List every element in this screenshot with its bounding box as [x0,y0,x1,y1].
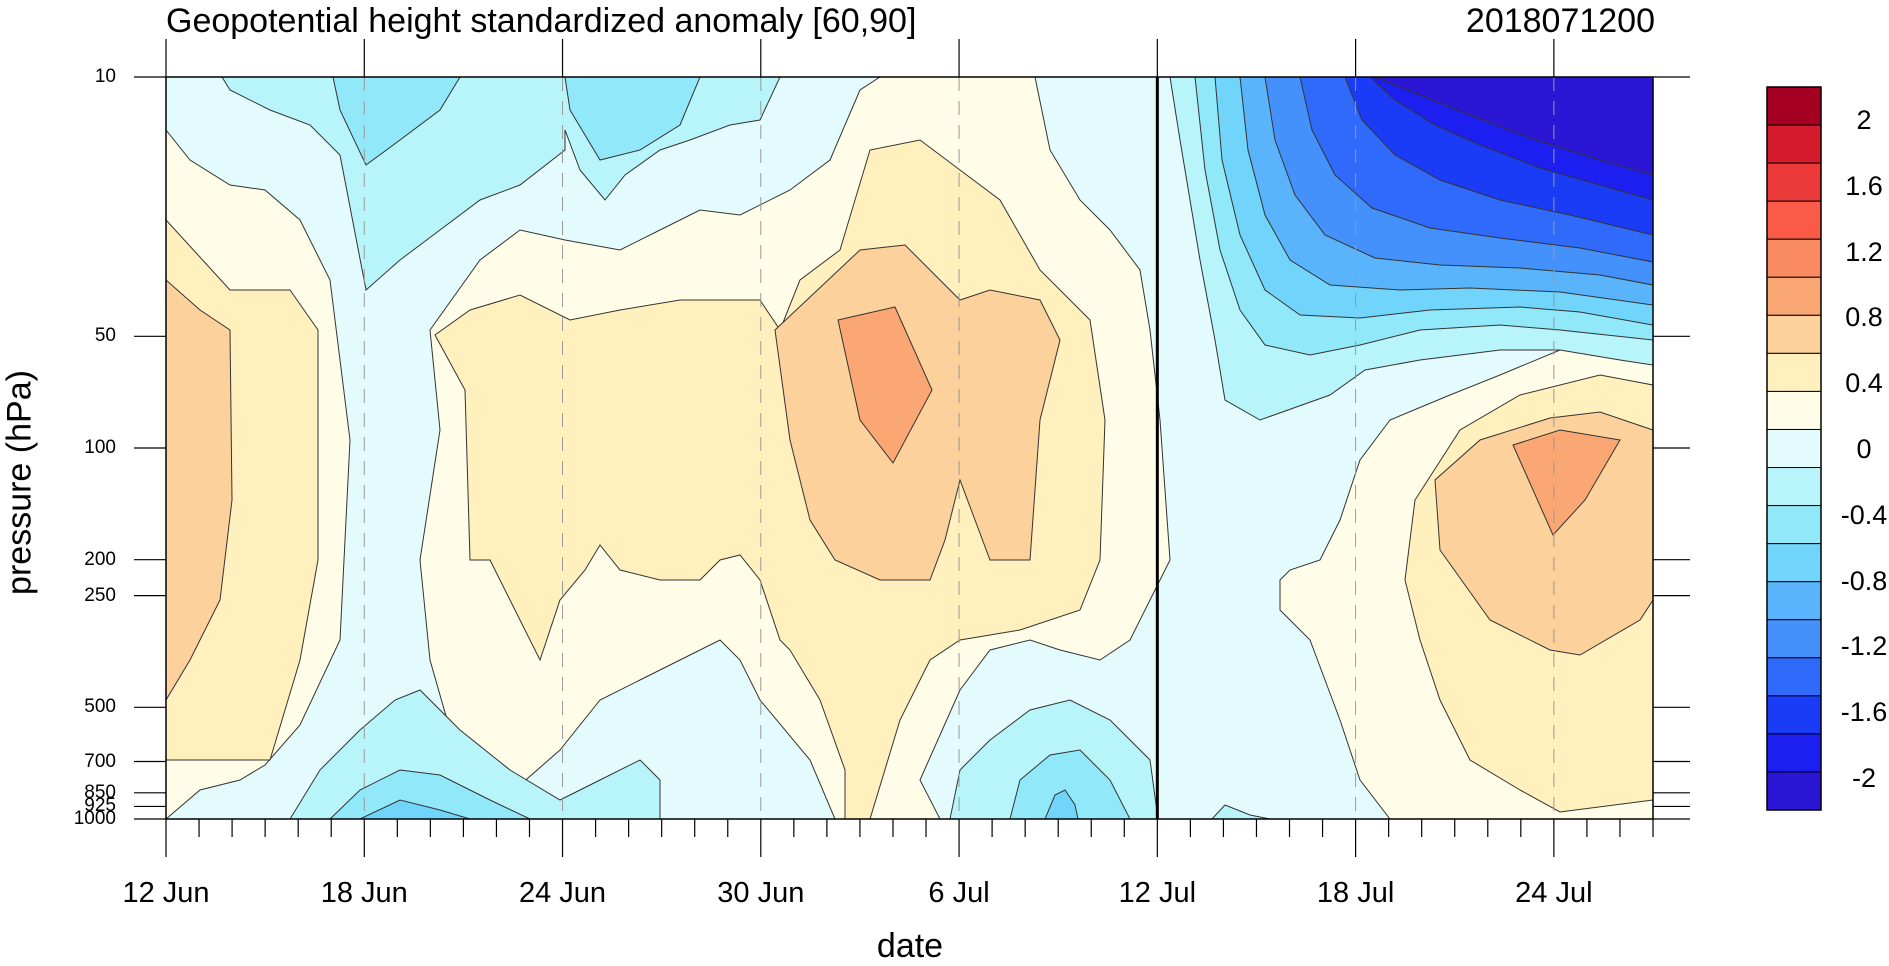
positive-anomaly-regions [166,77,1653,819]
strat-cold-level-9 [1374,77,1653,176]
x-tick-label: 12 Jul [1118,877,1197,909]
y-tick-label: 10 [94,66,116,87]
colorbar [1766,86,1822,811]
x-tick-label: 12 Jun [122,877,210,909]
chart-date: 2018071200 [1465,2,1655,40]
warm-region-center-inner [837,306,933,464]
chart-title: Geopotential height standardized anomaly… [166,2,917,40]
y-tick-label: 50 [94,325,116,347]
y-tick-label: 700 [84,750,116,772]
colorbar-label: 2 [1856,105,1872,135]
colorbar-swatch [1766,619,1822,659]
negative-anomaly-regions [221,77,1271,819]
y-tick-label: 200 [84,548,116,570]
x-tick-label: 24 Jun [518,877,607,909]
cold-region-top-center-inner [564,77,701,161]
colorbar-label: -0.8 [1840,565,1888,596]
cold-region-bottom-right [1211,804,1271,819]
cold-region-bottom-center-core [1044,789,1079,819]
colorbar-swatch [1766,390,1822,430]
x-axis-title: date [876,927,944,965]
y-tick-label: 250 [84,584,116,606]
y-tick-label: 1000 [73,808,116,829]
colorbar-swatch [1766,352,1822,392]
colorbar-label: 0 [1856,434,1872,464]
colorbar-swatch [1766,86,1822,126]
colorbar-label: -2 [1851,763,1876,793]
colorbar-label: 0.8 [1845,302,1883,333]
colorbar-label: 1.6 [1845,170,1883,201]
cold-region-bottom-left-core [359,799,471,819]
x-tick-label: 18 Jul [1316,877,1395,909]
warm-region-right-inner [1512,429,1621,536]
colorbar-swatch [1766,428,1822,469]
x-tick-label: 24 Jul [1515,877,1593,909]
colorbar-label: -1.6 [1840,697,1888,728]
colorbar-frame [1766,86,1822,811]
y-tick-label: 500 [84,696,116,718]
colorbar-swatch [1766,124,1822,164]
colorbar-swatch [1766,200,1822,240]
y-tick-label: 925 [84,795,116,817]
colorbar-swatch [1766,238,1822,278]
colorbar-swatch [1766,657,1822,697]
colorbar-label: 1.2 [1845,236,1883,267]
colorbar-swatch [1766,695,1822,735]
x-tick-label: 30 Jun [717,877,805,909]
x-tick-label: 18 Jun [320,877,408,909]
colorbar-label: 0.4 [1845,368,1883,399]
colorbar-swatch [1766,505,1822,545]
colorbar-swatch [1766,314,1822,354]
colorbar-label: -1.2 [1840,631,1888,662]
x-tick-label: 6 Jul [928,877,990,909]
cold-region-top-left-inner [332,77,461,166]
colorbar-label: -0.4 [1840,499,1888,530]
y-tick-label: 100 [84,437,116,458]
cold-region-bottom-left-inner [329,769,531,819]
colorbar-swatch [1766,733,1822,773]
stratospheric-cold-regions [1169,77,1653,421]
x-ticks [165,39,1654,857]
colorbar-swatch [1766,276,1822,316]
y-tick-label: 850 [84,781,116,803]
colorbar-swatch [1766,771,1822,811]
y-ticks [134,76,1690,820]
cold-region-bottom-center-inner [1009,749,1131,819]
colorbar-swatch [1766,543,1822,583]
colorbar-swatch [1766,162,1822,202]
colorbar-swatch [1766,467,1822,507]
warm-region-left-core [166,279,233,701]
contour-field [166,77,1653,819]
colorbar-swatch [1766,581,1822,621]
